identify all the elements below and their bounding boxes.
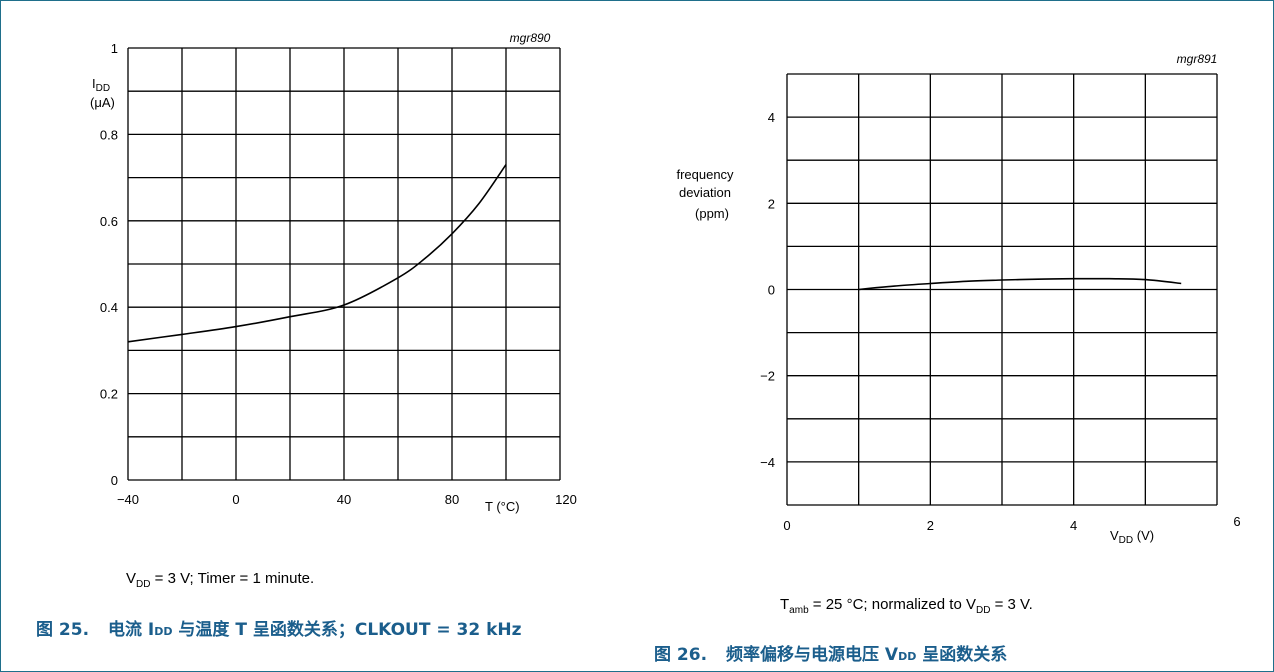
figure-25-caption: 图 25. 电流 IDD 与温度 T 呈函数关系；CLKOUT = 32 kHz (36, 618, 616, 644)
caption-text-a: 电流 I (108, 620, 155, 640)
idd-vs-temperature-chart: 0 0.2 0.4 0.6 0.8 1 −40 0 40 80 120 mgr890 IDD (μA… (90, 31, 577, 514)
x-tick-label: 0 (232, 492, 239, 507)
x-axis-label: T (°C) (485, 499, 520, 514)
y-tick-label: 2 (768, 196, 775, 211)
y-axis-label-line3: (ppm) (695, 206, 729, 221)
caption-text-sub: DD (154, 625, 173, 638)
chart-code: mgr891 (1177, 52, 1218, 66)
y-tick-label: 4 (768, 110, 775, 125)
x-tick-label: 6 (1233, 514, 1240, 529)
chart1-condition: VDD = 3 V; Timer = 1 minute. (126, 570, 315, 590)
x-tick-label: 80 (445, 492, 459, 507)
series-line (858, 277, 1182, 291)
caption-text-a: 频率偏移与电源电压 V (726, 645, 899, 665)
y-tick-label: −2 (760, 369, 775, 384)
frequency-deviation-chart: −4 −2 0 2 4 0 2 4 6 mgr891 frequency deviation (… (676, 52, 1240, 546)
y-tick-label: 1 (111, 41, 118, 56)
y-tick-label: 0.2 (100, 387, 118, 402)
x-tick-label: 40 (337, 492, 351, 507)
y-tick-label: 0.8 (100, 127, 118, 142)
y-tick-label: 0.4 (100, 300, 118, 315)
caption-number: 图 26. (654, 645, 708, 665)
y-tick-label: 0.6 (100, 214, 118, 229)
x-axis-label: VDD (V) (1110, 528, 1154, 546)
y-axis-label-idd: IDD (92, 76, 110, 94)
y-axis-label-line1: frequency (676, 167, 734, 182)
caption-number: 图 25. (36, 620, 90, 640)
y-tick-label: 0 (768, 283, 775, 298)
y-tick-label: −4 (760, 455, 775, 470)
x-tick-label: 4 (1070, 518, 1077, 533)
y-tick-label: 0 (111, 473, 118, 488)
chart2-condition: Tamb = 25 °C; normalized to VDD = 3 V. (780, 596, 1033, 616)
x-tick-label: 2 (927, 518, 934, 533)
chart-code: mgr890 (510, 31, 551, 45)
caption-text-sub: DD (898, 650, 917, 663)
x-tick-label: 120 (555, 492, 577, 507)
series-line (127, 164, 507, 343)
caption-text-b: 与温度 T 呈函数关系；CLKOUT = 32 kHz (172, 620, 522, 640)
x-tick-label: 0 (783, 518, 790, 533)
y-axis-label-line2: deviation (679, 185, 731, 200)
caption-text-b: 呈函数关系 (916, 645, 1008, 665)
figure-26-caption: 图 26. 频率偏移与电源电压 VDD 呈函数关系 (654, 643, 1254, 669)
y-axis-label-unit: (μA) (90, 95, 115, 110)
x-tick-label: −40 (117, 492, 139, 507)
